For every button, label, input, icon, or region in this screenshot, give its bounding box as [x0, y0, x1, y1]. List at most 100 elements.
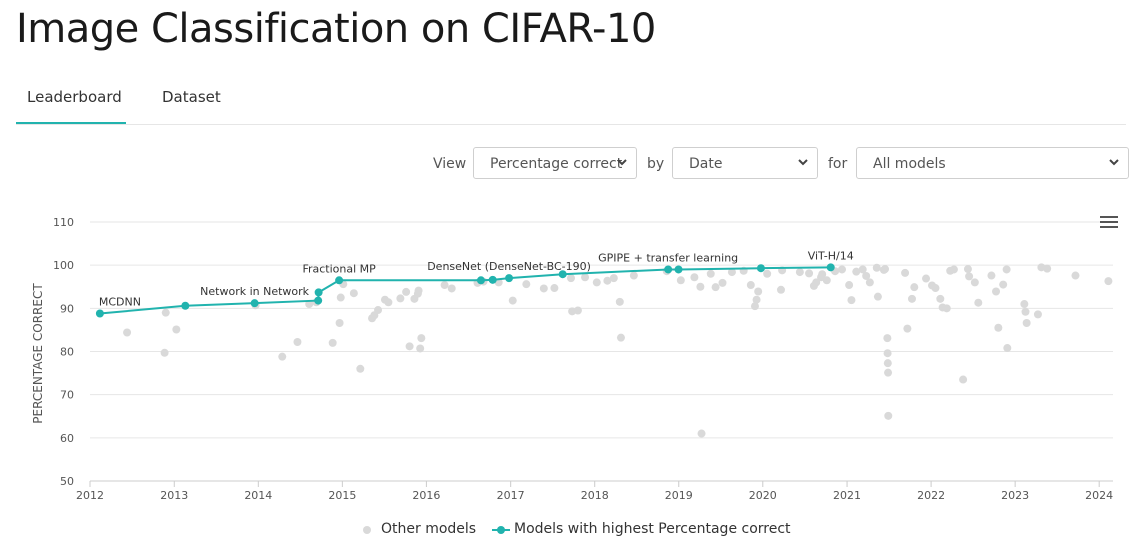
y-tick-label: 100	[53, 259, 74, 272]
for-select-value: All models	[873, 156, 946, 172]
other-model-point	[910, 283, 919, 292]
tab-bar: Leaderboard Dataset	[16, 78, 1126, 125]
other-model-point	[1022, 319, 1031, 328]
other-model-point	[676, 276, 685, 285]
other-model-point	[1020, 300, 1029, 309]
x-tick-label: 2013	[160, 489, 188, 502]
sota-point	[314, 288, 323, 297]
other-model-point	[566, 274, 575, 283]
by-label: by	[647, 156, 665, 172]
tab-dataset[interactable]: Dataset	[162, 88, 221, 106]
x-tick-label: 2015	[328, 489, 356, 502]
sota-point-label: GPIPE + transfer learning	[598, 251, 738, 264]
other-model-point	[922, 274, 931, 283]
other-model-point	[883, 349, 892, 358]
other-model-point	[615, 297, 624, 306]
other-model-point	[522, 280, 531, 289]
chart-legend: Other models Models with highest Percent…	[0, 520, 1140, 542]
other-model-point	[1043, 264, 1052, 273]
other-model-point	[822, 276, 831, 285]
y-tick-label: 110	[53, 216, 74, 229]
other-model-point	[858, 265, 867, 274]
view-select[interactable]: Percentage correct	[473, 147, 637, 179]
other-model-point	[335, 319, 344, 328]
other-model-point	[1003, 344, 1012, 353]
other-model-point	[746, 281, 755, 290]
other-model-point	[447, 284, 456, 293]
other-model-point	[795, 268, 804, 277]
sota-point	[181, 301, 190, 310]
other-model-point	[305, 300, 314, 309]
legend-sota-label[interactable]: Models with highest Percentage correct	[514, 521, 791, 537]
other-model-point	[1104, 277, 1113, 286]
other-model-point	[349, 289, 358, 298]
sota-point-label: Fractional MP	[302, 262, 376, 275]
other-model-point	[711, 283, 720, 292]
other-model-point	[718, 278, 727, 287]
sota-point	[664, 265, 673, 274]
other-model-point	[974, 298, 983, 307]
y-axis-label: PERCENTAGE CORRECT	[31, 283, 45, 424]
other-model-point	[847, 296, 856, 305]
other-model-point	[550, 284, 559, 293]
other-model-point	[837, 265, 846, 274]
tab-leaderboard[interactable]: Leaderboard	[27, 88, 122, 106]
sota-point	[476, 276, 485, 285]
view-label: View	[433, 156, 467, 172]
x-tick-label: 2022	[917, 489, 945, 502]
by-select-value: Date	[689, 156, 723, 172]
other-model-point	[706, 269, 715, 278]
x-tick-label: 2018	[581, 489, 609, 502]
other-model-point	[629, 271, 638, 280]
x-tick-label: 2023	[1001, 489, 1029, 502]
other-model-point	[750, 302, 759, 311]
other-model-point	[812, 278, 821, 287]
other-model-point	[384, 298, 393, 307]
other-model-point	[1002, 265, 1011, 274]
sota-point	[826, 263, 835, 272]
other-model-point	[405, 342, 414, 351]
other-model-point	[396, 294, 405, 303]
for-select[interactable]: All models	[856, 147, 1129, 179]
other-model-point	[696, 282, 705, 291]
other-model-point	[293, 338, 302, 347]
other-model-point	[862, 271, 871, 280]
y-tick-label: 80	[60, 346, 74, 359]
other-model-point	[936, 294, 945, 303]
other-model-point	[970, 278, 979, 287]
y-tick-label: 70	[60, 389, 74, 402]
other-model-point	[417, 334, 426, 343]
other-model-point	[690, 273, 699, 282]
other-model-point	[172, 325, 181, 334]
active-tab-indicator	[16, 122, 126, 124]
other-model-point	[903, 324, 912, 333]
other-model-point	[440, 281, 449, 290]
for-label: for	[828, 156, 848, 172]
legend-other-icon	[363, 526, 371, 534]
other-model-point	[414, 286, 423, 295]
sota-point	[756, 264, 765, 273]
other-model-point	[752, 295, 761, 304]
other-model-point	[603, 276, 612, 285]
x-tick-label: 2014	[244, 489, 272, 502]
sota-point	[505, 274, 514, 283]
x-tick-label: 2019	[665, 489, 693, 502]
legend-other-label[interactable]: Other models	[381, 521, 477, 537]
other-model-point	[931, 284, 940, 293]
chart-controls: View Percentage correct by Date for All …	[0, 147, 1140, 181]
other-model-point	[1021, 307, 1030, 316]
by-select[interactable]: Date	[672, 147, 818, 179]
other-model-point	[884, 411, 893, 420]
other-model-point	[949, 265, 958, 274]
other-model-point	[901, 268, 910, 277]
sota-point-label: ViT-H/14	[808, 249, 854, 262]
x-tick-label: 2012	[76, 489, 104, 502]
x-tick-label: 2021	[833, 489, 861, 502]
sota-point	[335, 276, 344, 285]
other-model-point	[539, 284, 548, 293]
other-model-point	[573, 306, 582, 315]
y-tick-label: 60	[60, 432, 74, 445]
hamburger-icon[interactable]	[1100, 216, 1118, 230]
sota-point	[488, 275, 497, 284]
other-model-point	[160, 348, 169, 357]
